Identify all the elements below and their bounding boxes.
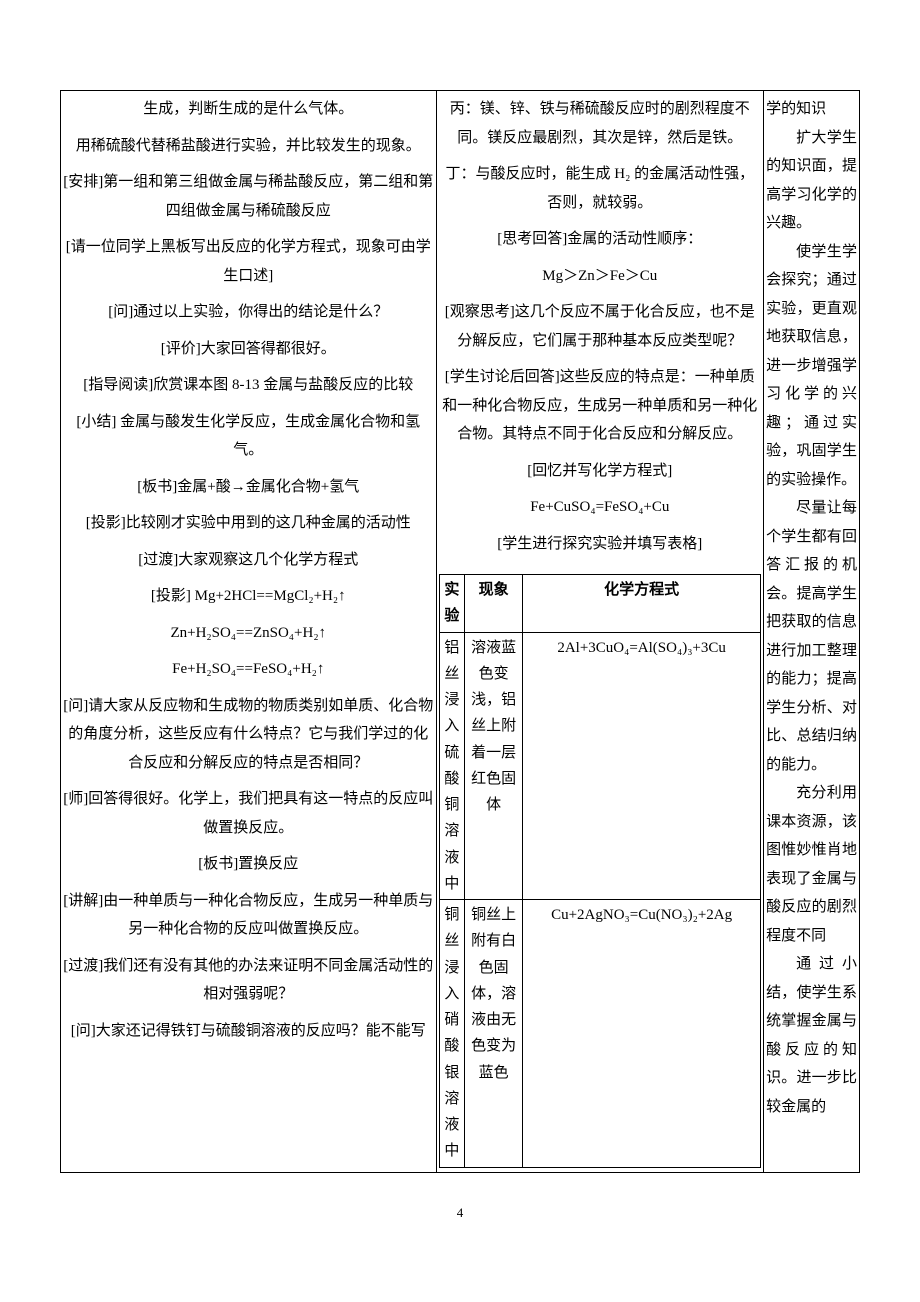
- table-cell: 2Al+3CuO₄=Al(SO₄)₃+3Cu: [523, 632, 761, 900]
- table-cell: 溶液蓝色变浅，铝丝上附着一层红色固体: [465, 632, 523, 900]
- equation: Zn+H₂SO₄==ZnSO₄+H₂↑: [63, 619, 434, 648]
- table-header: 实验: [439, 575, 465, 633]
- table-header: 化学方程式: [523, 575, 761, 633]
- text: 使学生学会探究；通过实验，更直观地获取信息，进一步增强学习化学的兴趣；通过实验，…: [766, 238, 857, 495]
- text: [问]请大家从反应物和生成物的物质类别如单质、化合物的角度分析，这些反应有什么特…: [63, 692, 434, 778]
- text: [学生讨论后回答]这些反应的特点是：一种单质和一种化合物反应，生成另一种单质和另…: [439, 363, 762, 449]
- text: [师]回答得很好。化学上，我们把具有这一特点的反应叫做置换反应。: [63, 785, 434, 842]
- text: [过渡]大家观察这几个化学方程式: [63, 546, 434, 575]
- text: 丁：与酸反应时，能生成 H₂ 的金属活动性强，否则，就较弱。: [439, 160, 762, 217]
- text: Mg＞Zn＞Fe＞Cu: [439, 262, 762, 291]
- text: 充分利用课本资源，该图惟妙惟肖地表现了金属与酸反应的剧烈程度不同: [766, 779, 857, 950]
- table-row: 铝丝浸入硫酸铜溶液中 溶液蓝色变浅，铝丝上附着一层红色固体 2Al+3CuO₄=…: [439, 632, 761, 900]
- table-cell: 铜丝浸入硝酸银溶液中: [439, 900, 465, 1168]
- text: [学生进行探究实验并填写表格]: [439, 530, 762, 559]
- design-intent-column: 学的知识 扩大学生的知识面，提高学习化学的兴趣。 使学生学会探究；通过实验，更直…: [764, 91, 860, 1173]
- text: 学的知识: [766, 95, 857, 124]
- text: [指导阅读]欣赏课本图 8-13 金属与盐酸反应的比较: [63, 371, 434, 400]
- table-row: 铜丝浸入硝酸银溶液中 铜丝上附有白色固体，溶液由无色变为蓝色 Cu+2AgNO₃…: [439, 900, 761, 1168]
- text: 生成，判断生成的是什么气体。: [63, 95, 434, 124]
- text: [投影]比较刚才实验中用到的这几种金属的活动性: [63, 509, 434, 538]
- equation: Fe+H₂SO₄==FeSO₄+H₂↑: [63, 655, 434, 684]
- table-cell: 铝丝浸入硫酸铜溶液中: [439, 632, 465, 900]
- teacher-activity-column: 生成，判断生成的是什么气体。 用稀硫酸代替稀盐酸进行实验，并比较发生的现象。 […: [61, 91, 437, 1173]
- table-cell: Cu+2AgNO₃=Cu(NO₃)₂+2Ag: [523, 900, 761, 1168]
- table-cell: 铜丝上附有白色固体，溶液由无色变为蓝色: [465, 900, 523, 1168]
- text: [安排]第一组和第三组做金属与稀盐酸反应，第二组和第四组做金属与稀硫酸反应: [63, 168, 434, 225]
- student-activity-column: 丙：镁、锌、铁与稀硫酸反应时的剧烈程度不同。镁反应最剧烈，其次是锌，然后是铁。 …: [436, 91, 764, 1173]
- text: [板书]金属+酸→金属化合物+氢气: [63, 473, 434, 502]
- table-header: 现象: [465, 575, 523, 633]
- equation: [投影] Mg+2HCl==MgCl₂+H₂↑: [63, 582, 434, 611]
- text: [讲解]由一种单质与一种化合物反应，生成另一种单质与另一种化合物的反应叫做置换反…: [63, 887, 434, 944]
- text: [观察思考]这几个反应不属于化合反应，也不是分解反应，它们属于那种基本反应类型呢…: [439, 298, 762, 355]
- text: [评价]大家回答得都很好。: [63, 335, 434, 364]
- page-number: 4: [60, 1201, 860, 1226]
- text: [过渡]我们还有没有其他的办法来证明不同金属活动性的相对强弱呢？: [63, 952, 434, 1009]
- text: 尽量让每个学生都有回答汇报的机会。提高学生把获取的信息进行加工整理的能力；提高学…: [766, 494, 857, 779]
- equation: Fe+CuSO₄=FeSO₄+Cu: [439, 493, 762, 522]
- text: [问]通过以上实验，你得出的结论是什么？: [63, 298, 434, 327]
- text: [问]大家还记得铁钉与硫酸铜溶液的反应吗？能不能写: [63, 1017, 434, 1046]
- text: [板书]置换反应: [63, 850, 434, 879]
- text: 扩大学生的知识面，提高学习化学的兴趣。: [766, 124, 857, 238]
- text: 通过小结，使学生系统掌握金属与酸反应的知识。进一步比较金属的: [766, 950, 857, 1121]
- table-header-row: 实验 现象 化学方程式: [439, 575, 761, 633]
- text: [小结] 金属与酸发生化学反应，生成金属化合物和氢气。: [63, 408, 434, 465]
- text: 丙：镁、锌、铁与稀硫酸反应时的剧烈程度不同。镁反应最剧烈，其次是锌，然后是铁。: [439, 95, 762, 152]
- text: [思考回答]金属的活动性顺序：: [439, 225, 762, 254]
- text: 用稀硫酸代替稀盐酸进行实验，并比较发生的现象。: [63, 132, 434, 161]
- text: [请一位同学上黑板写出反应的化学方程式，现象可由学生口述]: [63, 233, 434, 290]
- experiment-table: 实验 现象 化学方程式 铝丝浸入硫酸铜溶液中 溶液蓝色变浅，铝丝上附着一层红色固…: [439, 574, 762, 1168]
- text: [回忆并写化学方程式]: [439, 457, 762, 486]
- lesson-plan-table: 生成，判断生成的是什么气体。 用稀硫酸代替稀盐酸进行实验，并比较发生的现象。 […: [60, 90, 860, 1173]
